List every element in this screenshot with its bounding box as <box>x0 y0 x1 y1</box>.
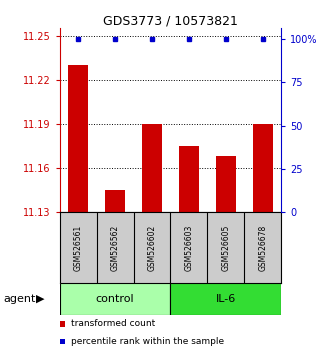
Text: ▶: ▶ <box>35 294 44 304</box>
Bar <box>253 124 273 212</box>
Text: GSM526562: GSM526562 <box>111 225 119 271</box>
Bar <box>142 124 162 212</box>
Title: GDS3773 / 10573821: GDS3773 / 10573821 <box>103 14 238 27</box>
Text: control: control <box>96 294 134 304</box>
Bar <box>170 283 281 315</box>
Text: GSM526602: GSM526602 <box>148 225 157 271</box>
Text: percentile rank within the sample: percentile rank within the sample <box>71 337 224 346</box>
Text: GSM526605: GSM526605 <box>221 224 230 271</box>
Bar <box>68 65 88 212</box>
Bar <box>60 283 170 315</box>
Bar <box>105 190 125 212</box>
Text: IL-6: IL-6 <box>216 294 236 304</box>
Bar <box>216 156 236 212</box>
Bar <box>179 146 199 212</box>
Text: agent: agent <box>3 294 36 304</box>
Text: transformed count: transformed count <box>71 319 156 329</box>
Text: GSM526603: GSM526603 <box>184 224 193 271</box>
Text: GSM526561: GSM526561 <box>73 225 82 271</box>
Text: GSM526678: GSM526678 <box>259 225 267 271</box>
